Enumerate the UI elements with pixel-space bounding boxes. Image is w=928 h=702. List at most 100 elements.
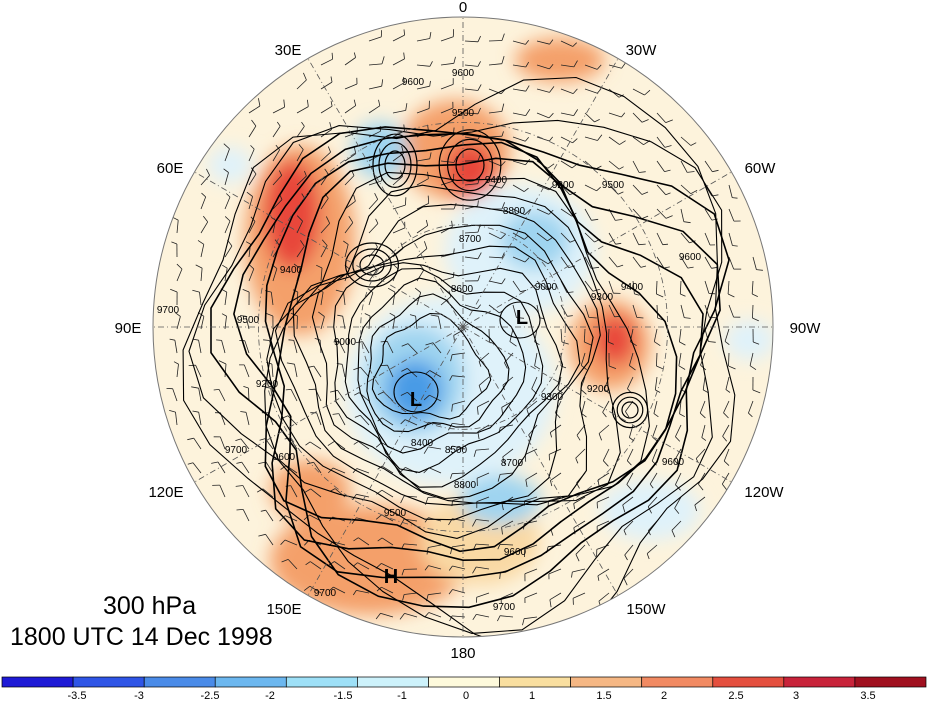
wind-barb: [392, 204, 406, 210]
wind-barb-flag: [708, 341, 716, 343]
wind-barb-flag: [304, 170, 307, 177]
contour-label: 8800: [503, 206, 526, 217]
wind-barb-flag: [634, 293, 640, 296]
wind-barb-flag: [222, 264, 228, 269]
wind-barb: [488, 184, 502, 189]
wind-barb: [512, 256, 526, 263]
wind-barb-flag: [176, 263, 183, 270]
wind-barb: [404, 613, 418, 618]
wind-barb-flag: [526, 409, 530, 417]
wind-barb-flag: [550, 480, 553, 487]
wind-barb-flag: [523, 187, 529, 192]
wind-barb: [195, 365, 202, 378]
wind-barb-flag: [548, 112, 554, 119]
wind-barb: [248, 196, 253, 210]
wind-barb-flag: [647, 506, 652, 514]
wind-barb: [313, 365, 322, 378]
low-pressure-center: L: [410, 389, 422, 411]
wind-barb: [680, 208, 685, 222]
wind-barb: [478, 376, 490, 386]
wind-barb-flag: [753, 341, 760, 345]
wind-barb: [608, 280, 614, 294]
wind-barb: [320, 151, 331, 162]
wind-barb: [598, 424, 610, 434]
wind-barb: [338, 413, 346, 426]
meridian-label: 90E: [115, 320, 142, 337]
wind-barb-flag: [449, 375, 453, 381]
wind-barb-flag: [351, 170, 355, 176]
wind-barb: [656, 280, 658, 295]
wind-barb: [488, 63, 502, 66]
wind-barb: [560, 328, 563, 343]
wind-barb-flag: [622, 504, 626, 513]
wind-barb: [488, 280, 502, 285]
wind-barb-flag: [303, 72, 307, 81]
wind-barb: [584, 88, 598, 94]
anomaly-weak-negative-90w: [725, 320, 773, 360]
wind-barb-flag: [683, 221, 691, 224]
closed-contour: [447, 138, 494, 192]
wind-barb-flag: [615, 219, 623, 221]
wind-barb-flag: [265, 313, 274, 317]
wind-barb: [476, 519, 490, 522]
height-contour: [182, 76, 736, 637]
wind-barb: [548, 496, 562, 502]
wind-barb: [415, 316, 418, 330]
wind-barb: [440, 36, 454, 42]
wind-barb-flag: [278, 170, 283, 176]
wind-barb-flag: [651, 460, 657, 466]
wind-barb-flag: [625, 411, 630, 418]
meridian-label: 180: [450, 645, 475, 662]
wind-barb: [272, 199, 283, 210]
contour-label: 9500: [384, 508, 407, 519]
wind-barb-flag: [644, 89, 651, 96]
height-contours: [182, 76, 736, 637]
wind-barb-flag: [602, 412, 607, 418]
closed-contour: [438, 129, 502, 201]
wind-barb: [608, 160, 620, 170]
wind-barb-flag: [561, 341, 569, 345]
wind-barb: [428, 565, 442, 570]
wind-barb-flag: [664, 145, 672, 148]
wind-barb: [536, 208, 549, 215]
wind-barb-flag: [477, 61, 481, 67]
colorbar-box: [712, 676, 785, 688]
wind-barb: [320, 198, 329, 210]
height-contour: [266, 184, 621, 521]
wind-barb-flag: [501, 278, 506, 285]
wind-barb-flag: [192, 410, 199, 413]
colorbar-tick-label: 1.5: [596, 690, 611, 702]
wind-barb-flag: [353, 562, 358, 567]
wind-barb: [172, 388, 178, 402]
wind-barb-flag: [640, 265, 647, 268]
wind-barb: [416, 178, 429, 186]
wind-barb: [248, 387, 250, 402]
wind-barb: [440, 296, 452, 306]
wind-barb-flag: [258, 533, 266, 537]
wind-barb-flag: [288, 339, 294, 341]
wind-barb-flag: [223, 168, 229, 173]
wind-barb: [596, 544, 610, 550]
wind-barb-flag: [624, 554, 628, 561]
wind-barb-flag: [657, 317, 663, 321]
wind-barb: [356, 590, 370, 594]
wind-barb: [607, 328, 610, 343]
wind-barb: [294, 364, 298, 378]
wind-barb-flag: [451, 404, 453, 412]
wind-barb: [653, 400, 658, 414]
wind-barb: [512, 112, 526, 116]
wind-barb-flag: [330, 101, 333, 107]
wind-barb: [632, 256, 642, 268]
wind-barb-flag: [314, 338, 321, 341]
contour-label: 9400: [280, 265, 303, 276]
wind-barb-flag: [549, 599, 552, 608]
wind-barb: [596, 496, 610, 503]
wind-barb-flag: [450, 473, 453, 479]
wind-barb-flag: [724, 341, 730, 346]
meridian-label: 30E: [275, 42, 302, 59]
wind-barb-flag: [639, 171, 646, 173]
anomaly-positive-30w: [515, 38, 605, 82]
closed-contour: [359, 254, 385, 276]
contour-label: 9300: [591, 292, 614, 303]
height-contour: [264, 171, 650, 539]
